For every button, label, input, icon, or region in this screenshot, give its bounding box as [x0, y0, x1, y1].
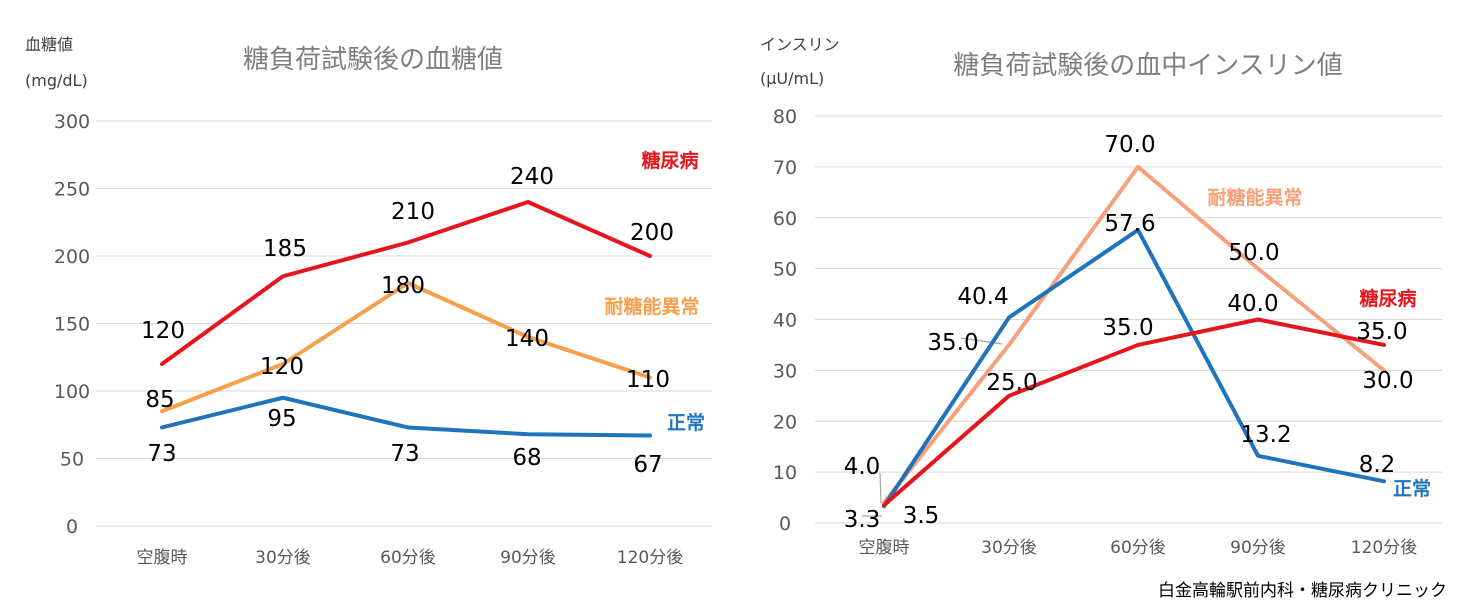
glucose-y-tick-label: 250	[54, 179, 90, 201]
insulin-y-axis-unit: (μU/mL)	[760, 69, 824, 88]
insulin-x-category-label: 30分後	[981, 538, 1037, 558]
glucose-data-label: 67	[633, 452, 662, 478]
insulin-data-label: 57.6	[1104, 211, 1155, 237]
insulin-data-label: 35.0	[927, 330, 978, 356]
insulin-y-tick-label: 50	[773, 259, 797, 281]
insulin-label-leader-line	[879, 472, 882, 504]
glucose-x-category-label: 30分後	[255, 548, 311, 568]
glucose-x-category-label: 空腹時	[137, 548, 188, 568]
glucose-y-tick-label: 200	[54, 246, 90, 268]
glucose-data-label: 68	[512, 445, 541, 471]
glucose-x-category-label: 90分後	[500, 548, 556, 568]
insulin-chart-title: 糖負荷試験後の血中インスリン値	[953, 51, 1342, 81]
glucose-data-label: 95	[267, 406, 296, 432]
insulin-series-line	[882, 317, 1386, 508]
insulin-x-category-label: 120分後	[1351, 538, 1417, 558]
glucose-series-name-label: 正常	[667, 411, 705, 434]
insulin-data-label: 40.4	[957, 284, 1008, 310]
insulin-y-tick-label: 10	[773, 462, 797, 484]
insulin-series-line	[882, 164, 1386, 505]
insulin-y-tick-label: 40	[773, 310, 797, 332]
insulin-data-label: 70.0	[1104, 132, 1155, 158]
glucose-series-line	[160, 281, 652, 414]
glucose-y-tick-label: 150	[54, 314, 90, 336]
glucose-y-tick-label: 50	[60, 449, 84, 471]
insulin-label-leader-line	[960, 337, 1003, 345]
glucose-data-label: 200	[630, 220, 674, 246]
glucose-y-tick-label: 100	[54, 381, 90, 403]
glucose-chart: 0 50 100 150 200 250 300 空腹時 30分後 60分後 90分後 120分後 糖負…	[25, 35, 712, 568]
insulin-data-label: 13.2	[1240, 422, 1291, 448]
insulin-data-label: 3.3	[844, 507, 881, 533]
insulin-series-name-label: 糖尿病	[1359, 287, 1416, 310]
glucose-series-line	[160, 395, 652, 438]
insulin-x-category-label: 90分後	[1230, 538, 1286, 558]
glucose-y-axis-unit: (mg/dL)	[25, 71, 88, 90]
insulin-series-line	[882, 227, 1386, 509]
glucose-x-category-label: 120分後	[617, 548, 683, 568]
insulin-series-name-label: 正常	[1393, 477, 1431, 500]
insulin-data-label: 4.0	[844, 454, 881, 480]
glucose-x-category-label: 60分後	[380, 548, 436, 568]
insulin-y-tick-label: 70	[773, 157, 797, 179]
insulin-y-tick-label: 60	[773, 208, 797, 230]
insulin-data-label: 25.0	[986, 370, 1037, 396]
insulin-x-category-label: 空腹時	[859, 538, 910, 558]
glucose-data-label: 140	[505, 326, 549, 352]
glucose-data-label: 210	[391, 199, 435, 225]
insulin-y-tick-label: 80	[773, 106, 797, 128]
glucose-y-tick-label: 0	[66, 516, 78, 538]
glucose-data-label: 120	[141, 318, 185, 344]
glucose-data-label: 240	[510, 164, 554, 190]
glucose-data-label: 120	[260, 354, 304, 380]
insulin-chart: 0 10 20 30 40 50 60 70 80 空腹時 30分後 60分後 90分後 120分後 糖負荷…	[760, 35, 1442, 558]
glucose-data-label: 180	[381, 273, 425, 299]
insulin-y-tick-label: 20	[773, 411, 797, 433]
glucose-chart-title: 糖負荷試験後の血糖値	[243, 45, 503, 75]
insulin-y-tick-label: 0	[779, 513, 791, 535]
insulin-series-name-label: 耐糖能異常	[1207, 186, 1302, 209]
insulin-data-label: 8.2	[1359, 452, 1396, 478]
glucose-y-tick-label: 300	[54, 111, 90, 133]
glucose-series-name-label: 糖尿病	[641, 149, 698, 172]
insulin-data-label: 30.0	[1362, 368, 1413, 394]
insulin-data-label: 35.0	[1356, 319, 1407, 345]
glucose-series-name-label: 耐糖能異常	[604, 295, 699, 318]
insulin-data-label: 3.5	[903, 503, 940, 529]
insulin-y-axis-label: インスリン	[760, 35, 840, 54]
clinic-credit: 白金高輪駅前内科・糖尿病クリニック	[1158, 581, 1447, 601]
insulin-y-tick-label: 30	[773, 360, 797, 382]
glucose-y-axis-label: 血糖値	[25, 35, 73, 54]
glucose-data-label: 110	[626, 367, 670, 393]
glucose-series-line	[160, 200, 652, 366]
glucose-data-label: 73	[390, 441, 419, 467]
glucose-data-label: 73	[147, 441, 176, 467]
insulin-data-label: 40.0	[1227, 291, 1278, 317]
glucose-data-label: 85	[145, 387, 174, 413]
insulin-x-category-label: 60分後	[1110, 538, 1166, 558]
insulin-data-label: 50.0	[1228, 240, 1279, 266]
glucose-data-label: 185	[263, 236, 307, 262]
insulin-data-label: 35.0	[1102, 315, 1153, 341]
